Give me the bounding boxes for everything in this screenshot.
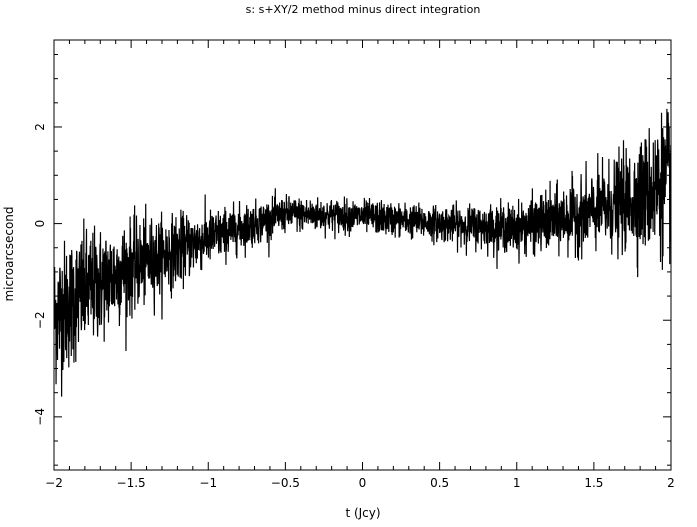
y-axis-label: microarcsecond (2, 206, 16, 301)
plot-frame (53, 39, 672, 471)
x-tick-label: 0.5 (430, 476, 449, 490)
x-tick-label: 1 (513, 476, 521, 490)
y-tick-label: 0 (33, 220, 47, 228)
plot-area (54, 108, 671, 397)
chart-title: s: s+XY/2 method minus direct integratio… (246, 3, 481, 16)
axis-ticks: −2 −1.5 −1 −0.5 0 0.5 1 1.5 2 −4 −2 0 2 (33, 40, 675, 490)
data-series-line (54, 108, 671, 397)
y-tick-label: 2 (33, 123, 47, 131)
x-axis-label: t (Jcy) (345, 506, 380, 520)
x-tick-label: 2 (667, 476, 675, 490)
y-tick-label: −4 (33, 408, 47, 426)
x-tick-label: −1.5 (117, 476, 146, 490)
x-tick-label: 1.5 (584, 476, 603, 490)
x-tick-label: −2 (45, 476, 63, 490)
x-tick-label: −1 (199, 476, 217, 490)
x-tick-label: −0.5 (271, 476, 300, 490)
x-tick-label: 0 (359, 476, 367, 490)
y-tick-label: −2 (33, 311, 47, 329)
